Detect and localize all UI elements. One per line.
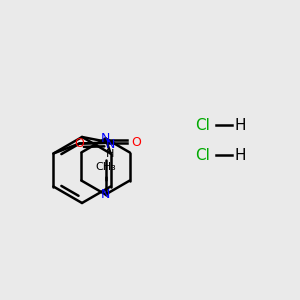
Text: Cl: Cl: [195, 118, 210, 133]
Text: H: H: [106, 149, 114, 159]
Text: N: N: [101, 188, 110, 201]
Text: H: H: [234, 118, 245, 133]
Text: Cl: Cl: [195, 148, 210, 163]
Text: N: N: [101, 132, 110, 145]
Text: N: N: [105, 139, 115, 152]
Text: O: O: [132, 136, 142, 149]
Text: H: H: [234, 148, 245, 163]
Text: CH₃: CH₃: [95, 161, 116, 172]
Text: O: O: [74, 137, 84, 150]
